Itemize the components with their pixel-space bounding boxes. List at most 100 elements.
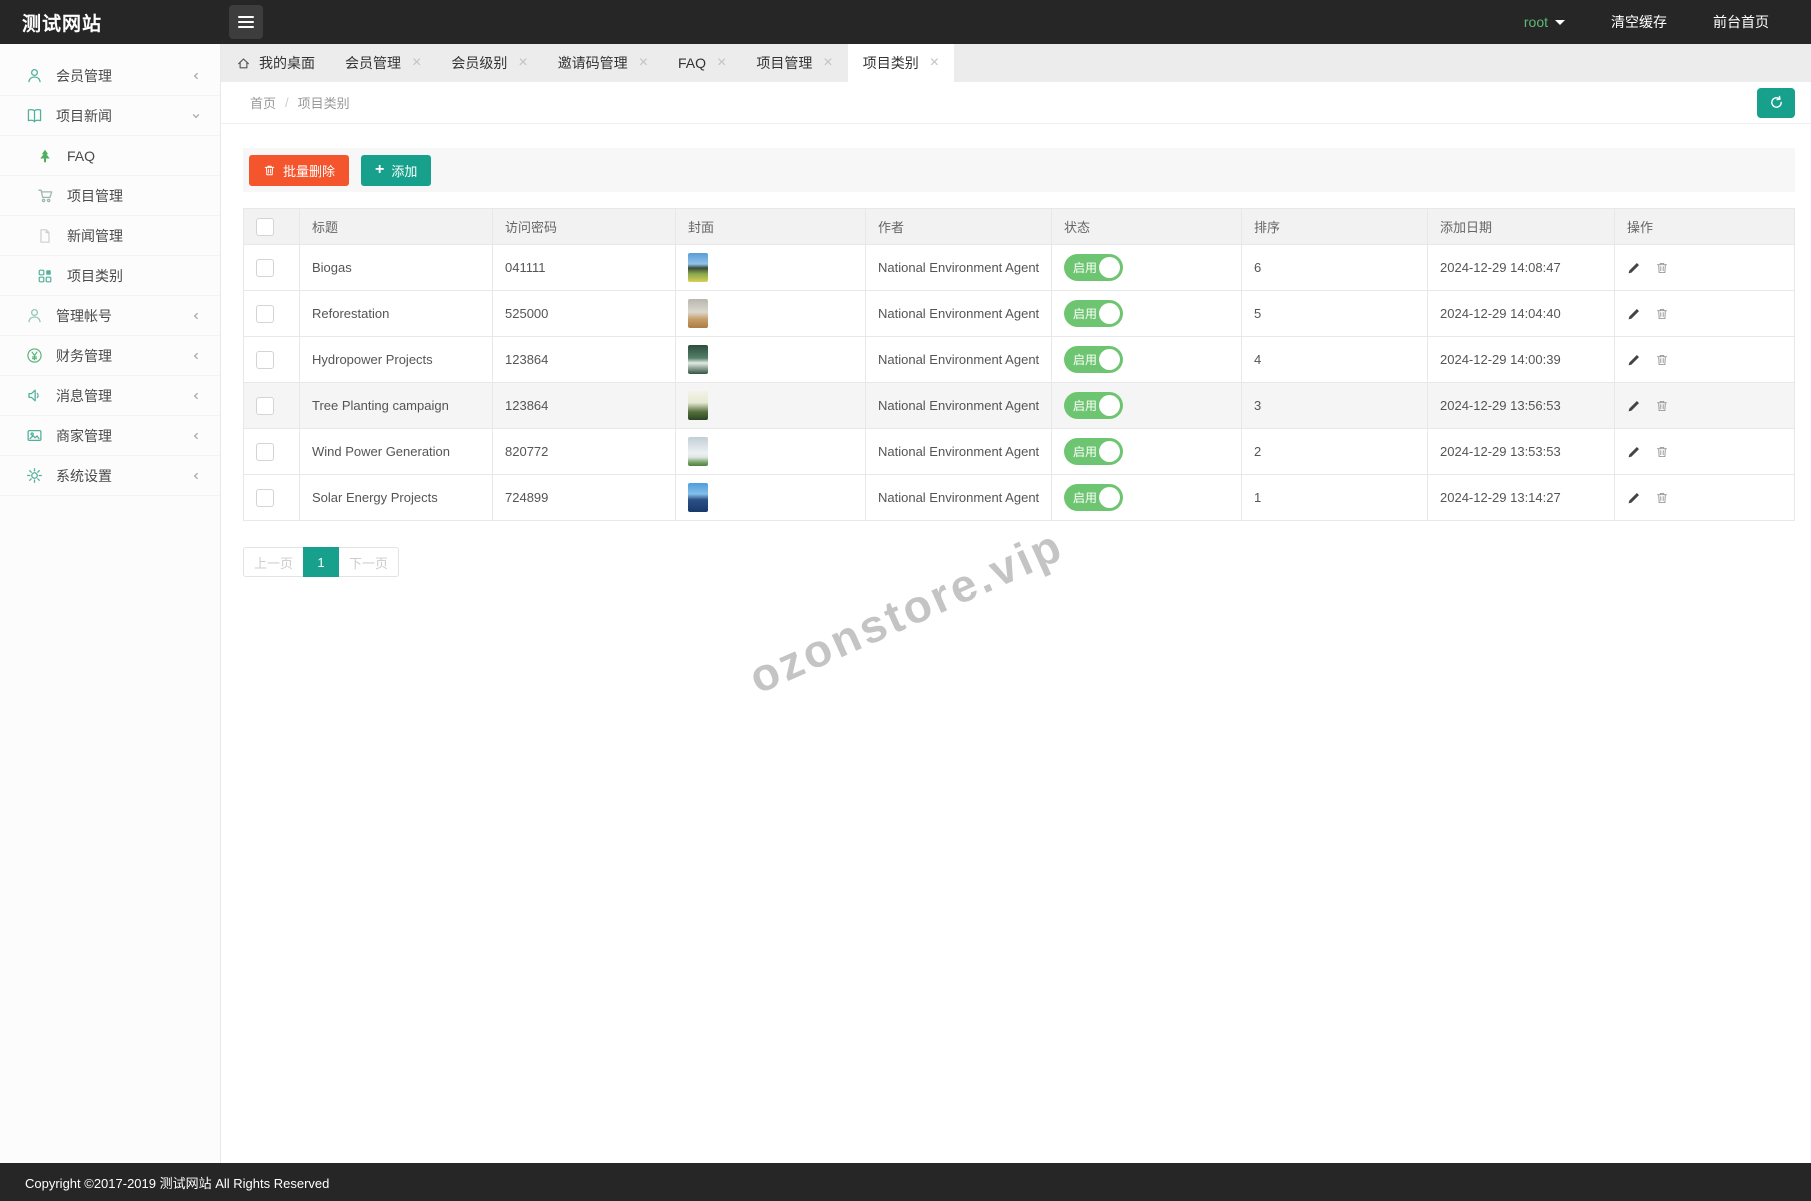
status-toggle[interactable]: 启用 [1064, 392, 1123, 419]
delete-icon[interactable] [1655, 261, 1669, 275]
close-icon[interactable]: × [717, 54, 727, 71]
cell-date: 2024-12-29 14:00:39 [1427, 336, 1615, 383]
breadcrumb: 首页 / 项目类别 [221, 82, 1811, 124]
sidebar-item-label: 财务管理 [56, 347, 112, 364]
row-checkbox[interactable] [256, 258, 274, 277]
image-card-icon [25, 427, 43, 445]
edit-icon[interactable] [1627, 445, 1641, 459]
sidebar-item-project-management[interactable]: 项目管理 [0, 176, 220, 216]
column-header-actions: 操作 [1614, 208, 1795, 245]
toggle-knob [1099, 441, 1120, 462]
cover-image [688, 345, 708, 374]
next-page-button[interactable]: 下一页 [339, 547, 399, 577]
tab-project-category[interactable]: 项目类别 × [847, 44, 955, 82]
cell-title: Hydropower Projects [299, 336, 493, 383]
edit-icon[interactable] [1627, 261, 1641, 275]
cell-title: Solar Energy Projects [299, 474, 493, 521]
front-home-link[interactable]: 前台首页 [1713, 14, 1769, 30]
chevron-left-icon [190, 430, 202, 442]
toolbar: 批量删除 + 添加 [243, 148, 1795, 192]
chevron-left-icon [190, 310, 202, 322]
edit-icon[interactable] [1627, 399, 1641, 413]
sidebar-item-admin-accounts[interactable]: 管理帐号 [0, 296, 220, 336]
sidebar-item-member-management[interactable]: 会员管理 [0, 56, 220, 96]
cell-author: National Environment Agent [865, 336, 1052, 383]
column-header-date: 添加日期 [1427, 208, 1615, 245]
tab-project-management[interactable]: 项目管理 × [741, 44, 847, 82]
clear-cache-link[interactable]: 清空缓存 [1611, 14, 1667, 30]
tab-member-level[interactable]: 会员级别 × [436, 44, 542, 82]
refresh-button[interactable] [1757, 87, 1795, 118]
status-label: 启用 [1073, 307, 1098, 321]
edit-icon[interactable] [1627, 491, 1641, 505]
current-page-button[interactable]: 1 [303, 547, 339, 577]
table-row: Hydropower Projects 123864 National Envi… [243, 336, 1795, 383]
tab-bar: 我的桌面 会员管理 × 会员级别 × 邀请码管理 × FAQ × 项目管理 × [221, 44, 1811, 82]
status-toggle[interactable]: 启用 [1064, 300, 1123, 327]
close-icon[interactable]: × [412, 54, 422, 71]
status-toggle[interactable]: 启用 [1064, 484, 1123, 511]
row-checkbox[interactable] [256, 396, 274, 415]
delete-icon[interactable] [1655, 399, 1669, 413]
tab-label: 项目类别 [862, 55, 919, 71]
sidebar-item-finance-management[interactable]: 财务管理 [0, 336, 220, 376]
delete-icon[interactable] [1655, 491, 1669, 505]
batch-delete-button[interactable]: 批量删除 [249, 154, 350, 186]
sidebar-item-merchant-management[interactable]: 商家管理 [0, 416, 220, 456]
speaker-icon [25, 387, 43, 405]
add-button[interactable]: + 添加 [361, 154, 432, 186]
tab-label: 邀请码管理 [557, 55, 628, 71]
status-label: 启用 [1073, 399, 1098, 413]
category-table: 标题 访问密码 封面 作者 状态 排序 添加日期 操作 Biogas 0411 [243, 208, 1795, 521]
edit-icon[interactable] [1627, 307, 1641, 321]
sidebar-item-faq[interactable]: FAQ [0, 136, 220, 176]
sidebar-item-project-category[interactable]: 项目类别 [0, 256, 220, 296]
row-checkbox[interactable] [256, 304, 274, 323]
cell-sort: 5 [1241, 290, 1428, 337]
breadcrumb-home[interactable]: 首页 [250, 96, 277, 111]
tab-faq[interactable]: FAQ × [663, 44, 741, 82]
user-menu[interactable]: root [1524, 14, 1565, 30]
select-all-checkbox[interactable] [256, 217, 274, 236]
cell-title: Tree Planting campaign [299, 382, 493, 429]
edit-icon[interactable] [1627, 353, 1641, 367]
cell-date: 2024-12-29 13:53:53 [1427, 428, 1615, 475]
delete-icon[interactable] [1655, 445, 1669, 459]
hamburger-icon [238, 15, 254, 29]
close-icon[interactable]: × [638, 54, 649, 71]
tab-invite-code[interactable]: 邀请码管理 × [543, 44, 663, 82]
chevron-down-icon [1555, 19, 1565, 25]
status-toggle[interactable]: 启用 [1064, 254, 1123, 281]
chevron-left-icon [190, 390, 202, 402]
row-checkbox[interactable] [256, 442, 274, 461]
table-row: Tree Planting campaign 123864 National E… [243, 382, 1795, 429]
prev-page-button[interactable]: 上一页 [243, 547, 303, 577]
close-icon[interactable]: × [823, 54, 833, 71]
row-checkbox[interactable] [256, 488, 274, 507]
column-header-password: 访问密码 [492, 208, 676, 245]
delete-icon[interactable] [1655, 353, 1669, 367]
trash-icon [263, 164, 276, 177]
status-toggle[interactable]: 启用 [1064, 438, 1123, 465]
sidebar-item-message-management[interactable]: 消息管理 [0, 376, 220, 416]
sidebar-item-label: 项目新闻 [56, 107, 112, 124]
toggle-knob [1099, 395, 1120, 416]
tab-label: FAQ [678, 55, 707, 71]
row-checkbox[interactable] [256, 350, 274, 369]
cell-author: National Environment Agent [865, 290, 1052, 337]
status-toggle[interactable]: 启用 [1064, 346, 1123, 373]
topbar-actions: root 清空缓存 前台首页 [1524, 12, 1811, 32]
sidebar-item-news-management[interactable]: 新闻管理 [0, 216, 220, 256]
sidebar-item-project-news[interactable]: 项目新闻 [0, 96, 220, 136]
delete-icon[interactable] [1655, 307, 1669, 321]
breadcrumb-current: 项目类别 [297, 96, 350, 111]
close-icon[interactable]: × [518, 54, 528, 71]
cell-date: 2024-12-29 13:56:53 [1427, 382, 1615, 429]
tab-member-management[interactable]: 会员管理 × [330, 44, 436, 82]
sidebar-item-label: FAQ [67, 147, 96, 164]
close-icon[interactable]: × [929, 54, 940, 71]
tab-desktop[interactable]: 我的桌面 [221, 44, 330, 82]
sidebar-item-system-settings[interactable]: 系统设置 [0, 456, 220, 496]
sidebar-toggle-button[interactable] [229, 5, 263, 39]
pagination: 上一页 1 下一页 [243, 547, 1795, 577]
